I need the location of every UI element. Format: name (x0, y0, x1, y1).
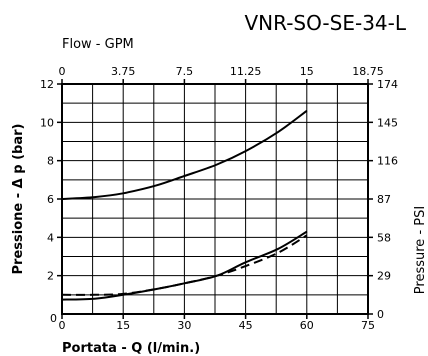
top-axis-tick-label: 3.75 (111, 65, 136, 78)
right-axis-tick-label: 58 (377, 231, 391, 244)
x-tick-label: 15 (116, 319, 130, 332)
y-tick-label: 12 (40, 78, 54, 91)
x-tick-label: 30 (177, 319, 191, 332)
series-group (61, 109, 308, 301)
right-axis-tick-label: 0 (377, 308, 384, 321)
right-axis-tick-label: 174 (377, 78, 398, 91)
y-tick-label: 0 (50, 312, 57, 325)
top-axis-title: Flow - GPM (62, 37, 134, 52)
x-tick-label: 0 (59, 319, 66, 332)
y-tick-label: 8 (47, 155, 54, 168)
top-axis-tick-label: 18.75 (352, 65, 384, 78)
chart-title: VNR-SO-SE-34-L (244, 11, 406, 35)
y-tick-label: 10 (40, 116, 54, 129)
y-tick-label: 6 (47, 193, 54, 206)
top-axis-tick-label: 0 (59, 65, 66, 78)
right-axis-tick-label: 116 (377, 155, 398, 168)
x-tick-label: 75 (361, 319, 375, 332)
top-axis-tick-label: 15 (300, 65, 314, 78)
series-line-3-dashed (61, 234, 308, 296)
y-tick-label: 4 (47, 231, 54, 244)
grid (62, 84, 368, 314)
top-axis-tick-label: 7.5 (176, 65, 194, 78)
right-axis-title: Pressure - PSI (413, 206, 428, 294)
x-axis-title: Portata - Q (l/min.) (62, 341, 200, 356)
right-axis-tick-label: 145 (377, 116, 398, 129)
y-axis-title: Pressione - Δ p (bar) (11, 124, 26, 275)
y-tick-label: 2 (47, 270, 54, 283)
top-axis-tick-label: 11.25 (230, 65, 262, 78)
x-tick-label: 60 (300, 319, 314, 332)
x-tick-label: 45 (239, 319, 253, 332)
right-axis-tick-label: 29 (377, 270, 391, 283)
right-axis-tick-label: 87 (377, 193, 391, 206)
series-line-2 (61, 230, 308, 301)
series-line-1 (61, 109, 308, 200)
